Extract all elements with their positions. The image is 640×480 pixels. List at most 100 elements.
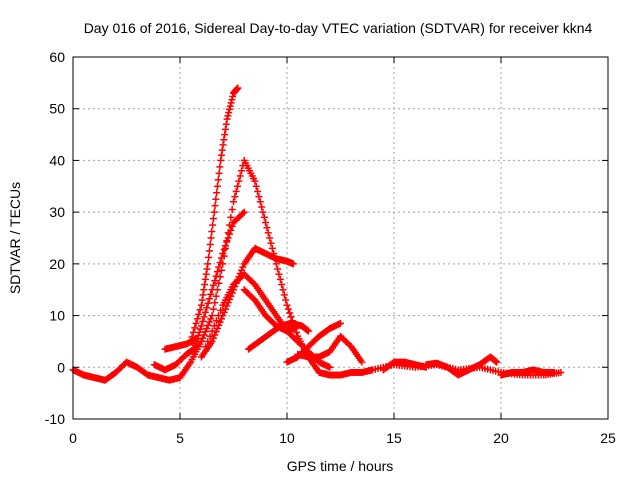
- data-point: [214, 176, 222, 184]
- data-point: [197, 322, 205, 330]
- series-track-g: [244, 319, 312, 353]
- data-point: [216, 259, 224, 267]
- data-point: [201, 281, 209, 289]
- y-tick-label: 60: [49, 49, 65, 65]
- data-point: [236, 172, 244, 180]
- data-point: [239, 263, 247, 271]
- data-point: [264, 229, 272, 237]
- data-point: [259, 208, 267, 216]
- data-point: [215, 263, 223, 271]
- data-point: [200, 313, 208, 321]
- x-tick-label: 20: [493, 430, 509, 446]
- data-point: [213, 182, 221, 190]
- data-point: [201, 275, 209, 283]
- data-point: [211, 331, 219, 339]
- data-point: [191, 324, 199, 332]
- data-point: [211, 277, 219, 285]
- data-point: [207, 290, 215, 298]
- data-point: [193, 343, 201, 351]
- y-tick-label: 0: [57, 359, 65, 375]
- data-point: [201, 328, 209, 336]
- data-point: [278, 281, 286, 289]
- grid-lines: [73, 57, 608, 419]
- data-point: [238, 266, 246, 274]
- data-point: [204, 321, 212, 329]
- data-point: [200, 331, 208, 339]
- data-point: [209, 221, 217, 229]
- data-point: [204, 299, 212, 307]
- data-point: [254, 187, 262, 195]
- data-point: [204, 260, 212, 268]
- data-point: [199, 317, 207, 325]
- data-point: [198, 296, 206, 304]
- data-point: [279, 286, 287, 294]
- data-point: [230, 198, 237, 206]
- data-point: [286, 309, 294, 317]
- data-point: [193, 315, 201, 323]
- data-point: [557, 368, 565, 376]
- data-point: [195, 328, 203, 336]
- data-point: [217, 306, 225, 314]
- data-point: [202, 343, 210, 351]
- data-point: [240, 208, 248, 216]
- data-point: [215, 279, 223, 287]
- series-track-j: [150, 343, 201, 374]
- data-point: [262, 218, 270, 226]
- y-tick-label: 30: [49, 204, 65, 220]
- data-point: [267, 239, 275, 247]
- data-point: [221, 242, 229, 250]
- data-point: [221, 125, 229, 133]
- series-track-a: [69, 156, 565, 384]
- x-tick-label: 0: [69, 430, 77, 446]
- data-point: [226, 102, 234, 110]
- data-point: [203, 325, 211, 332]
- data-point: [196, 306, 204, 314]
- data-point: [228, 206, 236, 214]
- data-point: [206, 240, 214, 248]
- data-point: [193, 335, 201, 343]
- data-point: [199, 291, 207, 299]
- data-point: [258, 203, 266, 211]
- data-point: [275, 270, 283, 278]
- data-point: [231, 193, 239, 201]
- data-point: [207, 315, 215, 323]
- data-point: [211, 299, 219, 307]
- data-point: [274, 265, 282, 273]
- data-point: [189, 328, 197, 336]
- data-point: [216, 318, 224, 326]
- data-point: [208, 228, 216, 236]
- data-point: [203, 304, 211, 312]
- plot-frame: [72, 56, 609, 420]
- data-point: [251, 177, 259, 185]
- data-point: [204, 337, 212, 345]
- data-point: [215, 312, 223, 320]
- data-point: [337, 319, 344, 327]
- data-point: [256, 198, 264, 206]
- data-point: [207, 234, 215, 242]
- data-point: [212, 317, 220, 325]
- data-point: [216, 163, 224, 171]
- x-tick-label: 10: [279, 430, 295, 446]
- data-point: [304, 327, 312, 335]
- data-point: [212, 272, 220, 280]
- series-track-l: [379, 358, 430, 374]
- data-point: [284, 305, 292, 313]
- data-point: [358, 358, 366, 366]
- data-point: [217, 254, 225, 262]
- data-point: [235, 177, 243, 185]
- data-point: [252, 182, 260, 190]
- data-point: [223, 115, 231, 123]
- data-point: [228, 222, 236, 230]
- data-point: [234, 182, 242, 190]
- data-points: [69, 84, 565, 384]
- data-point: [208, 286, 216, 294]
- data-point: [205, 295, 213, 303]
- data-point: [283, 301, 291, 309]
- data-point: [200, 286, 208, 294]
- data-point: [205, 318, 213, 326]
- data-point: [211, 202, 219, 210]
- data-point: [551, 368, 558, 376]
- data-point: [203, 265, 211, 273]
- data-point: [227, 99, 235, 107]
